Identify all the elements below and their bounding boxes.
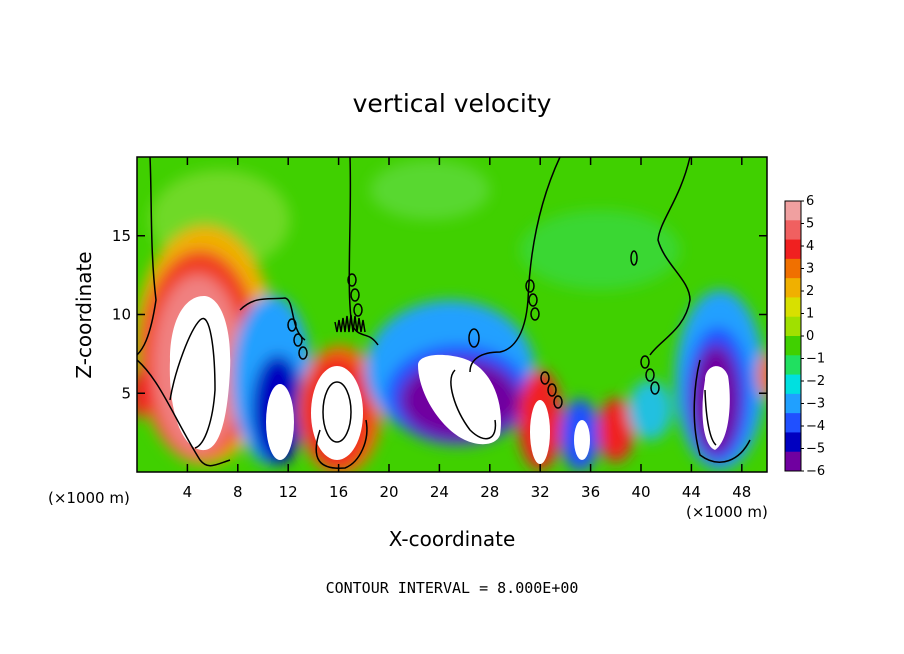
colorbar-swatch: [785, 297, 801, 318]
x-tick-label: 48: [732, 483, 751, 501]
contour-lines: [137, 157, 751, 469]
x-axis-label: X-coordinate: [389, 527, 516, 551]
colorbar-swatch: [785, 278, 801, 298]
x-tick-label: 44: [682, 483, 701, 501]
x-axis: 4 8 12 16 20 24 28 32 36 40 44 48: [183, 157, 751, 501]
colorbar-tick-label: −2: [806, 374, 825, 389]
colorbar-tick-label: 0: [806, 329, 814, 344]
y-axis-label: Z-coordinate: [72, 251, 96, 378]
x-unit-label-left: (×1000 m): [48, 489, 130, 507]
colorbar-tick-label: −5: [806, 442, 825, 457]
x-tick-label: 4: [183, 483, 193, 501]
colorbar-swatch: [785, 258, 801, 279]
colorbar-tick-label: 5: [806, 217, 814, 232]
x-unit-label-right: (×1000 m): [686, 503, 768, 521]
y-axis: 5 10 15: [112, 227, 767, 402]
colorbar-swatch: [785, 374, 801, 395]
x-tick-label: 8: [233, 483, 243, 501]
colorbar-swatch: [785, 336, 801, 356]
colorbar-swatch: [785, 413, 801, 433]
chart-title: vertical velocity: [353, 89, 552, 118]
colorbar-swatch: [785, 432, 801, 453]
colorbar-tick-label: 3: [806, 262, 814, 277]
colorbar-tick-label: 4: [806, 239, 814, 254]
colorbar-swatch: [785, 316, 801, 337]
colorbar-tick-label: 2: [806, 284, 814, 299]
y-tick-label: 10: [112, 306, 131, 324]
colorbar-swatch: [785, 451, 801, 472]
colorbar-swatch: [785, 355, 801, 376]
colorbar-tick-label: 6: [806, 194, 814, 209]
y-tick-label: 15: [112, 227, 131, 245]
x-tick-label: 32: [531, 483, 550, 501]
colorbar-swatch: [785, 393, 801, 414]
colorbar-tick-label: −3: [806, 397, 825, 412]
colorbar: 6 5 4 3 2 1 0 −1 −2 −3 −4 −5 −6: [784, 194, 825, 479]
x-tick-label: 40: [631, 483, 650, 501]
y-tick-label: 5: [121, 384, 131, 402]
colorbar-tick-label: 1: [806, 307, 814, 322]
colorbar-tick-label: −1: [806, 352, 825, 367]
x-tick-label: 28: [480, 483, 499, 501]
colorbar-tick-label: −4: [806, 419, 825, 434]
x-tick-label: 36: [581, 483, 600, 501]
x-tick-label: 12: [279, 483, 298, 501]
x-tick-label: 20: [379, 483, 398, 501]
colorbar-tick-label: −6: [806, 464, 825, 479]
plot-area: [137, 157, 767, 472]
contour-interval-note: CONTOUR INTERVAL = 8.000E+00: [326, 579, 579, 597]
colorbar-swatch: [785, 201, 801, 221]
x-tick-label: 24: [430, 483, 449, 501]
x-tick-label: 16: [329, 483, 348, 501]
colorbar-swatch: [785, 220, 801, 241]
colorbar-swatch: [785, 239, 801, 260]
